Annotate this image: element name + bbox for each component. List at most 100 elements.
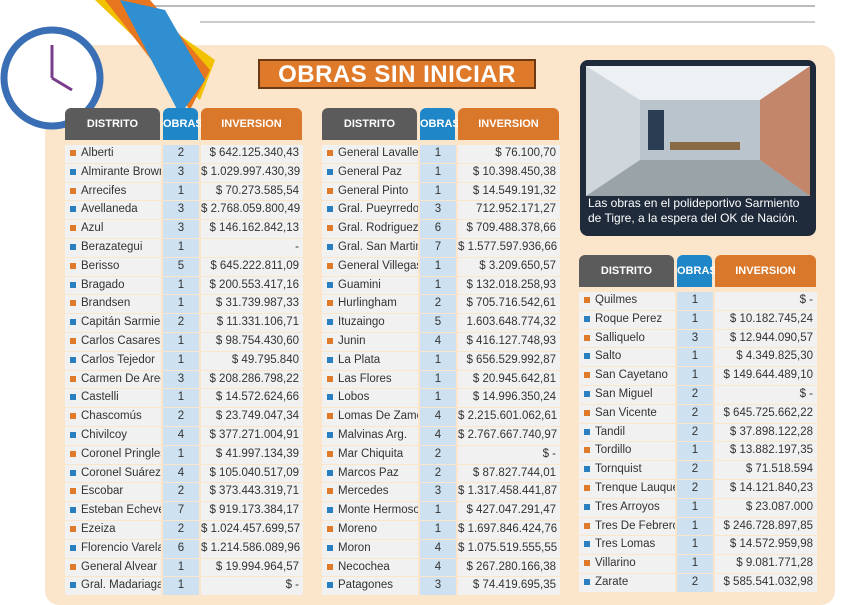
inversion-cell: $ 656.529.992,87 (458, 351, 560, 370)
district-cell: Berazategui (65, 239, 161, 257)
inversion-cell: $ 105.040.517,09 (201, 464, 303, 483)
clock-icon (0, 0, 215, 130)
district-name: Esteban Echeverria (81, 504, 161, 517)
photo-image (586, 66, 810, 196)
bullet (584, 466, 590, 473)
district-cell: Chivilcoy (65, 427, 161, 445)
district-name: Chascomús (81, 410, 142, 423)
inversion-cell: $ 416.127.748,93 (458, 333, 560, 351)
district-name: San Cayetano (595, 369, 668, 382)
district-name: Coronel Suárez (81, 466, 161, 479)
bullet (327, 507, 333, 514)
obras-cell: 3 (163, 370, 199, 389)
obras-cell: 1 (163, 239, 199, 257)
bullet (584, 447, 590, 454)
inversion-cell: $ 709.488.378,66 (458, 220, 560, 238)
bullet (70, 206, 76, 213)
title: OBRAS SIN INICIAR (258, 59, 536, 89)
district-cell: Coronel Suárez (65, 464, 161, 483)
bullet (70, 563, 76, 570)
district-cell: Monte Hermoso (322, 502, 418, 520)
bullet (327, 206, 333, 213)
district-cell: Azul (65, 220, 161, 238)
inversion-cell: $ 1.214.586.089,96 (201, 539, 303, 558)
inversion-cell: $ 87.827.744,01 (458, 464, 560, 483)
inversion-cell: $ - (715, 386, 817, 404)
bullet (70, 375, 76, 382)
inversion-cell: $ 71.518.594 (715, 461, 817, 479)
district-name: Gral. Pueyrredon (338, 203, 418, 216)
bullet (70, 187, 76, 194)
inversion-cell: $ 645.222.811,09 (201, 257, 303, 276)
obras-cell: 1 (420, 521, 456, 539)
column-header: INVERSION (201, 108, 302, 140)
obras-cell: 1 (420, 351, 456, 370)
district-name: Moreno (338, 523, 377, 535)
district-name: Ezeiza (81, 523, 116, 535)
obras-cell: 1 (163, 577, 199, 596)
column-header: OBRAS (163, 108, 203, 140)
district-cell: Arrecifes (65, 182, 161, 201)
obras-cell: 1 (420, 389, 456, 408)
inversion-cell: $ 645.725.662,22 (715, 404, 817, 423)
district-name: Carmen De Areco (81, 372, 161, 385)
bullet (584, 296, 590, 303)
obras-cell: 1 (677, 498, 713, 517)
district-cell: Zarate (579, 574, 675, 592)
obras-cell: 2 (163, 314, 199, 332)
column-header: DISTRITO (579, 255, 674, 287)
inversion-cell: $ 14.549.191,32 (458, 182, 560, 201)
obras-cell: 4 (163, 427, 199, 445)
obras-cell: 3 (677, 329, 713, 348)
obras-cell: 1 (163, 295, 199, 314)
bullet (327, 319, 333, 326)
district-cell: Malvinas Arg. (322, 427, 418, 445)
district-name: Ituzaingo (338, 316, 385, 329)
bullet (70, 243, 76, 250)
district-name: Azul (81, 222, 104, 235)
district-cell: Lomas De Zamora (322, 408, 418, 426)
district-cell: Necochea (322, 558, 418, 577)
district-name: Florencio Varela (81, 541, 161, 554)
district-name: La Plata (338, 353, 381, 366)
bullet (70, 544, 76, 551)
inversion-cell: $ - (715, 292, 817, 310)
district-name: San Miguel (595, 388, 653, 400)
bullet (327, 563, 333, 570)
district-name: Las Flores (338, 372, 392, 385)
bullet (70, 225, 76, 232)
district-name: Berazategui (81, 241, 143, 253)
district-cell: Castelli (65, 389, 161, 408)
district-cell: General Pinto (322, 182, 418, 201)
obras-cell: 7 (163, 502, 199, 520)
district-name: Roque Perez (595, 312, 663, 325)
district-cell: Gral. San Martin (322, 239, 418, 257)
district-name: Villarino (595, 557, 636, 570)
obras-cell: 1 (163, 351, 199, 370)
inversion-cell: $ 919.173.384,17 (201, 502, 303, 520)
inversion-cell: $ 642.125.340,43 (201, 145, 303, 163)
bullet (70, 394, 76, 401)
district-name: Lomas De Zamora (338, 410, 418, 423)
district-cell: Carmen De Areco (65, 370, 161, 389)
obras-cell: 3 (163, 163, 199, 182)
district-cell: Junin (322, 333, 418, 351)
obras-cell: 2 (677, 574, 713, 592)
column-header: INVERSION (458, 108, 559, 140)
district-cell: Salto (579, 348, 675, 367)
bullet (327, 300, 333, 307)
district-cell: Tres Lomas (579, 536, 675, 555)
district-cell: San Miguel (579, 386, 675, 404)
bullet (584, 315, 590, 322)
inversion-cell: $ 2.767.667.740,97 (458, 427, 560, 445)
photo (580, 60, 816, 236)
obras-cell: 4 (420, 333, 456, 351)
bullet (584, 541, 590, 548)
obras-cell: 2 (163, 408, 199, 426)
bullet (327, 281, 333, 288)
inversion-cell: $ 427.047.291,47 (458, 502, 560, 520)
obras-cell: 7 (420, 239, 456, 257)
district-name: Lobos (338, 391, 370, 404)
bullet (70, 431, 76, 438)
